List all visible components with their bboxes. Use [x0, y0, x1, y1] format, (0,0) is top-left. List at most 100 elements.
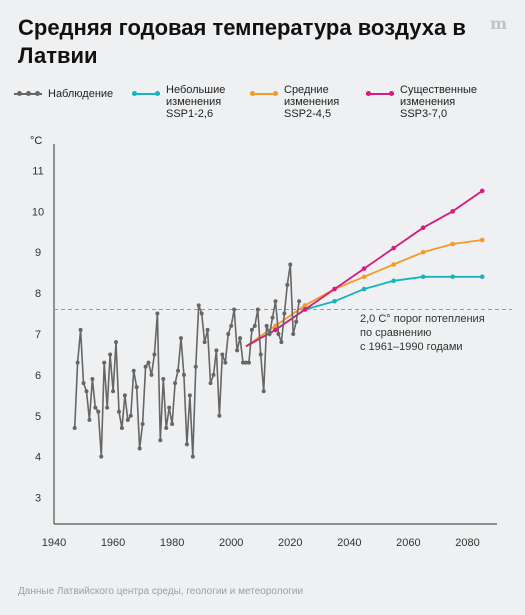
legend-swatch-ssp245: [250, 88, 278, 100]
series-line: [73, 264, 300, 457]
data-point: [232, 307, 237, 312]
brand-logo-icon: m: [490, 14, 507, 33]
data-point: [361, 266, 367, 271]
data-point: [187, 393, 192, 398]
legend-item-ssp245[interactable]: Средние изменения SSP2-4,5: [250, 84, 354, 120]
data-point: [214, 348, 219, 353]
data-point: [72, 426, 77, 431]
data-point: [246, 360, 251, 365]
data-point: [193, 364, 198, 369]
data-point: [420, 225, 426, 230]
data-point: [249, 327, 254, 332]
data-point: [270, 315, 275, 320]
data-point: [178, 336, 183, 341]
data-point: [205, 327, 210, 332]
data-point: [93, 405, 98, 410]
data-point: [199, 311, 204, 316]
y-tick-label: 8: [35, 288, 41, 300]
y-tick-label: 4: [35, 452, 41, 464]
data-point: [273, 323, 278, 329]
data-point: [161, 376, 166, 381]
data-point: [226, 332, 231, 336]
legend: Наблюдение Небольшие изменения SSP1-2,6 …: [14, 84, 514, 124]
legend-label-ssp245: Средние изменения SSP2-4,5: [284, 84, 340, 120]
data-point: [152, 352, 157, 357]
legend-swatch-ssp370: [366, 88, 394, 100]
data-point: [361, 274, 367, 280]
data-point: [291, 332, 296, 336]
data-point: [111, 389, 116, 394]
data-point: [297, 299, 302, 304]
data-point: [420, 274, 426, 280]
data-point: [108, 352, 113, 357]
legend-label-ssp126: Небольшие изменения SSP1-2,6: [166, 84, 226, 120]
data-point: [243, 360, 248, 365]
data-point: [450, 209, 456, 214]
y-tick-label: 6: [35, 370, 41, 382]
data-point: [391, 262, 396, 267]
data-point: [102, 360, 107, 365]
data-point: [90, 376, 95, 381]
data-point: [282, 311, 287, 316]
y-tick-label: 5: [35, 411, 41, 423]
data-point: [302, 307, 308, 312]
data-point: [479, 237, 485, 243]
data-point: [220, 352, 225, 357]
data-point: [137, 446, 142, 451]
legend-item-observation[interactable]: Наблюдение: [14, 84, 113, 100]
data-point: [196, 303, 201, 308]
data-point: [267, 332, 272, 336]
data-point: [116, 409, 121, 414]
data-point: [96, 409, 101, 414]
x-tick-label: 2060: [396, 537, 420, 549]
x-tick-label: 2000: [219, 537, 243, 549]
data-point: [176, 368, 181, 373]
data-point: [114, 340, 119, 345]
data-point: [479, 188, 485, 194]
data-point: [208, 381, 213, 386]
data-point: [217, 413, 222, 418]
threshold-annotation: по сравнению: [360, 327, 431, 339]
data-point: [255, 307, 260, 312]
data-point: [261, 389, 266, 394]
data-point: [184, 442, 189, 447]
threshold-annotation: 2,0 C° порог потепления: [360, 313, 485, 325]
data-point: [223, 360, 228, 365]
source-note: Данные Латвийского центра среды, геологи…: [18, 586, 304, 597]
x-tick-label: 2020: [278, 537, 302, 549]
legend-item-ssp126[interactable]: Небольшие изменения SSP1-2,6: [132, 84, 236, 120]
y-tick-label: 9: [35, 247, 41, 259]
data-point: [450, 274, 456, 280]
data-point: [119, 426, 124, 431]
x-tick-label: 1940: [42, 537, 66, 549]
data-point: [332, 298, 337, 304]
y-tick-label: 10: [32, 206, 44, 218]
data-point: [164, 426, 169, 431]
legend-label-observation: Наблюдение: [48, 88, 114, 100]
data-point: [158, 438, 163, 443]
data-point: [450, 241, 456, 247]
data-point: [75, 360, 80, 365]
data-point: [170, 421, 175, 426]
data-point: [391, 245, 396, 251]
data-point: [238, 336, 243, 341]
data-point: [361, 286, 367, 292]
y-tick-label: 11: [32, 165, 43, 177]
data-point: [273, 327, 278, 333]
data-point: [241, 360, 246, 365]
data-point: [285, 282, 290, 287]
y-tick-label: 7: [35, 329, 41, 341]
data-point: [125, 417, 130, 422]
data-point: [279, 340, 284, 345]
data-point: [81, 381, 86, 386]
data-point: [143, 364, 148, 369]
x-tick-label: 1980: [160, 537, 184, 549]
y-axis-unit: °C: [30, 135, 43, 147]
legend-swatch-observation: [14, 88, 42, 100]
data-point: [202, 340, 207, 345]
data-point: [134, 385, 139, 390]
x-tick-label: 2040: [337, 537, 361, 549]
data-point: [173, 381, 178, 386]
legend-item-ssp370[interactable]: Существенные изменения SSP3-7,0: [366, 84, 490, 120]
